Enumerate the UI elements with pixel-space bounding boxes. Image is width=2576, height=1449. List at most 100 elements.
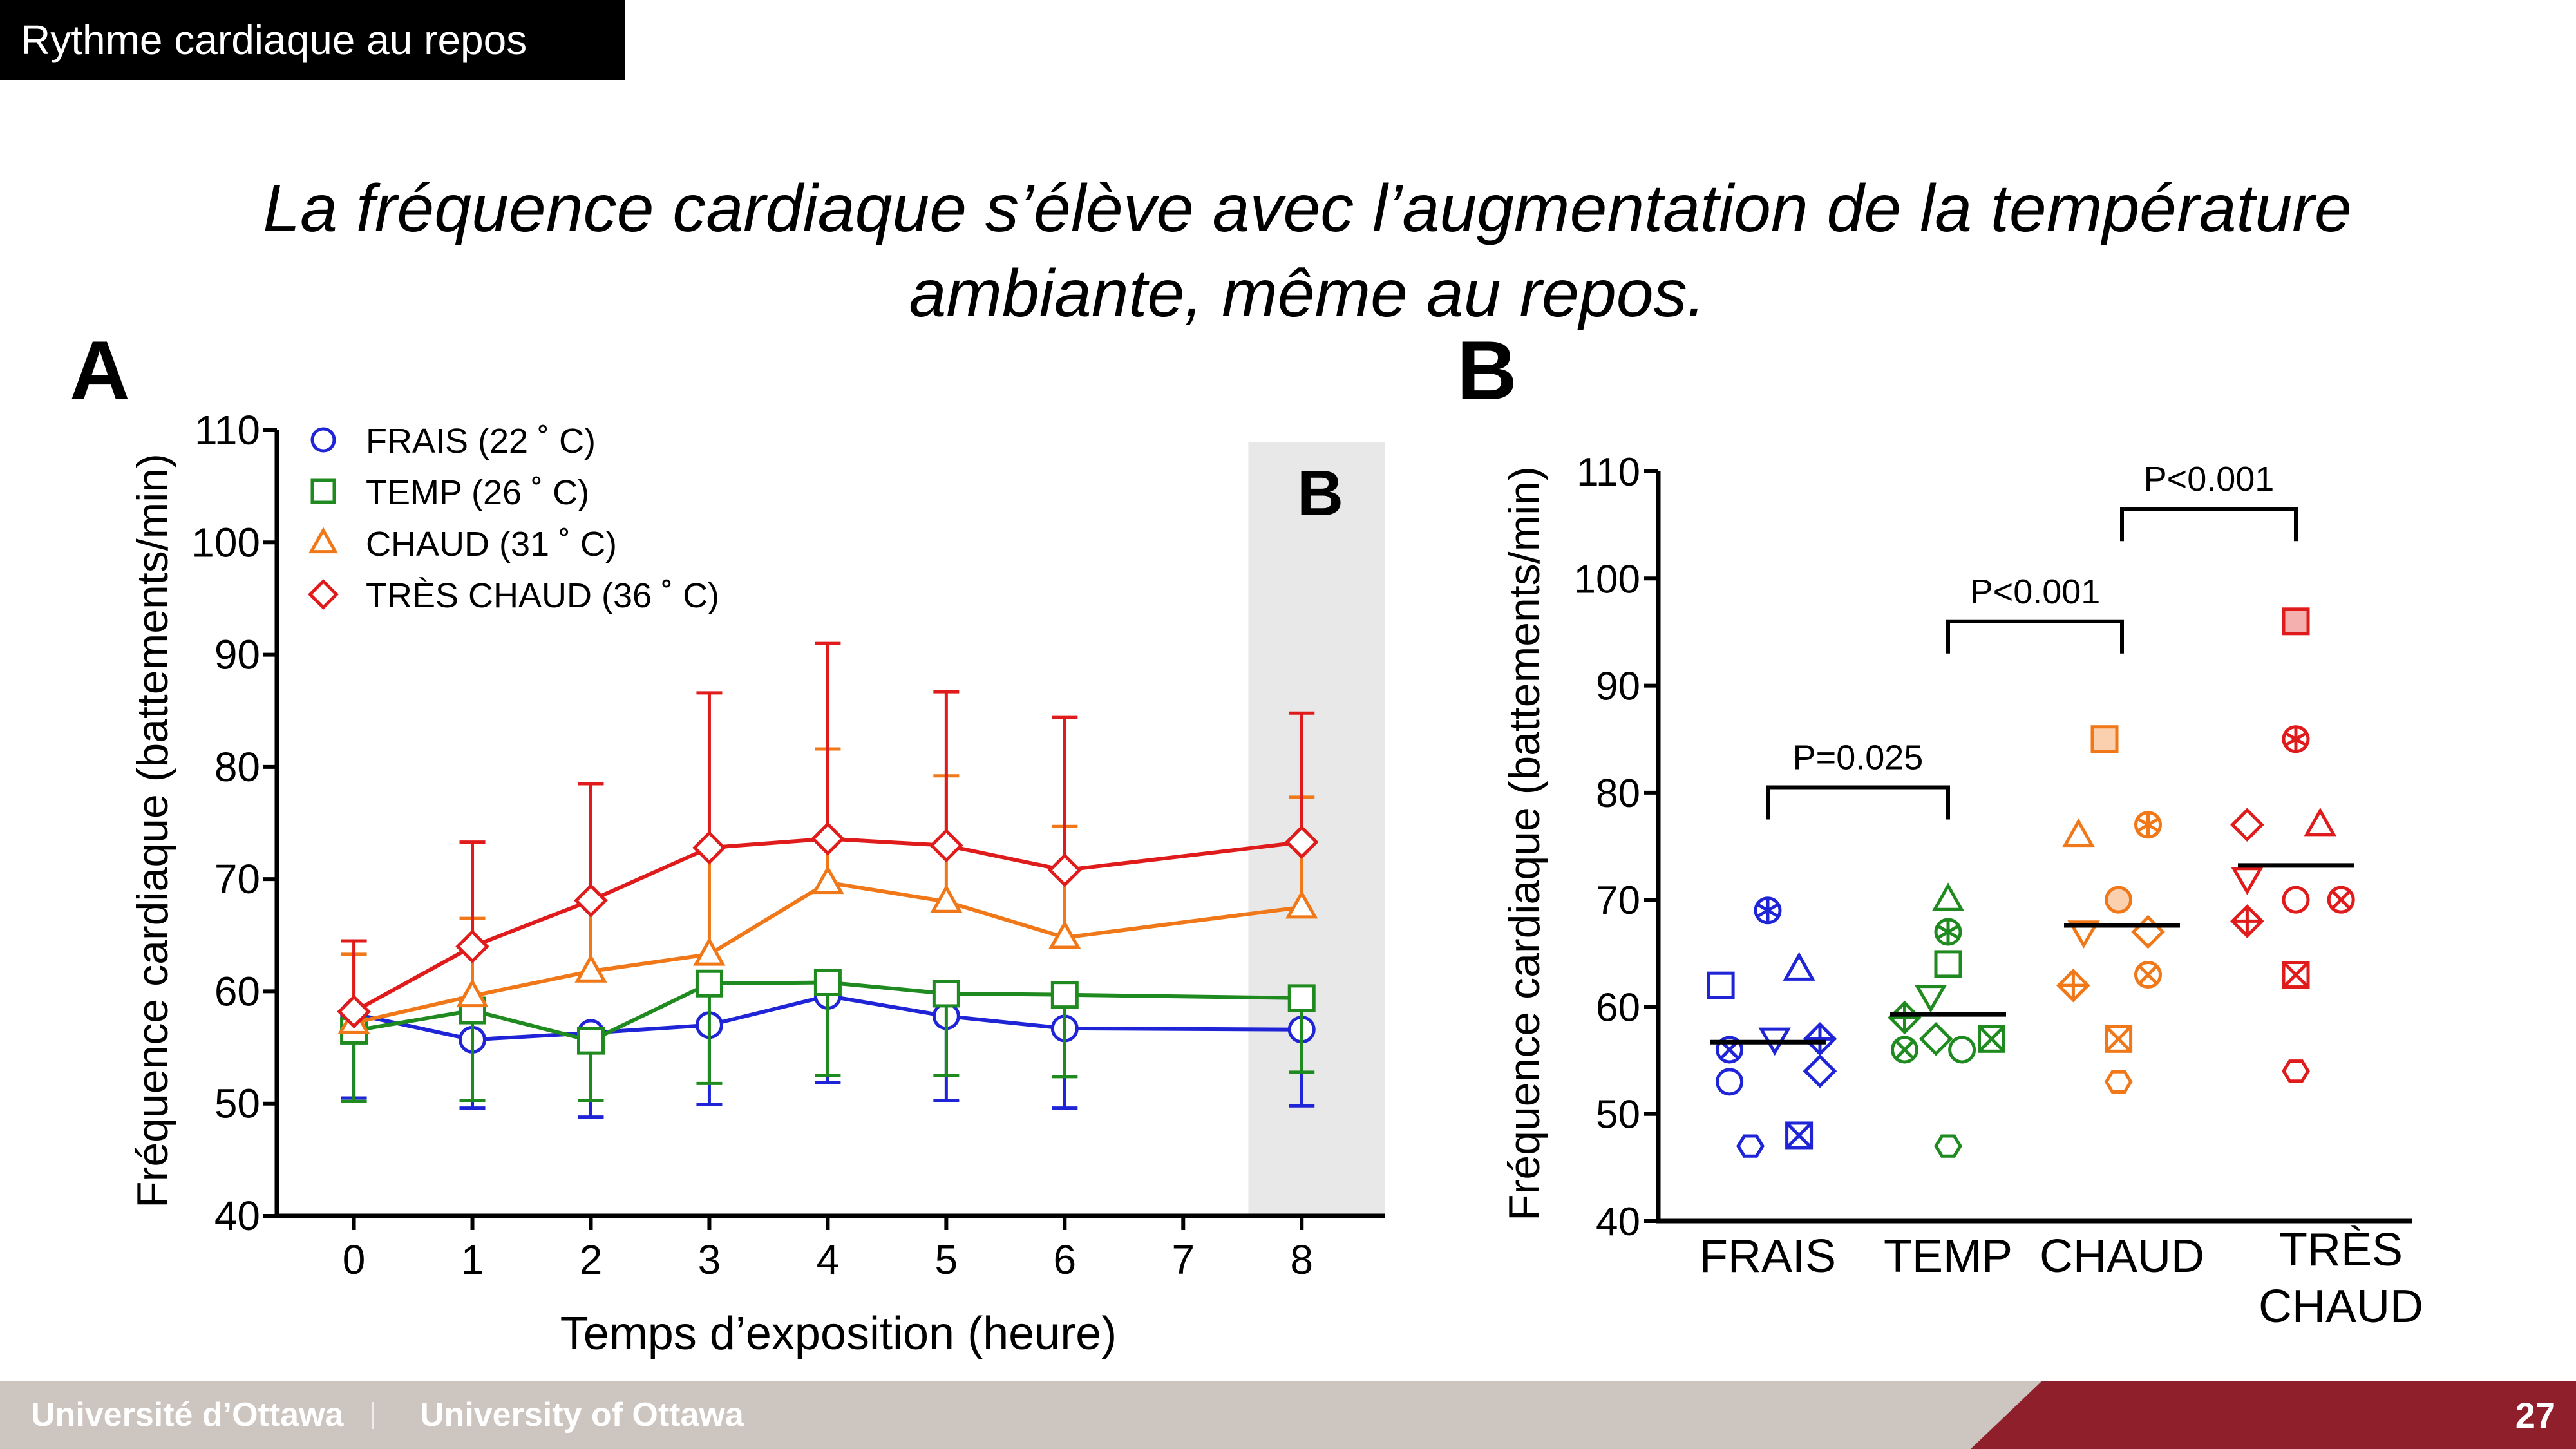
panel-b-category-label: TEMP <box>1884 1231 2012 1282</box>
data-point <box>1918 1021 1953 1056</box>
panel-a-x-tick-label: 2 <box>580 1236 603 1283</box>
data-point <box>576 1027 605 1055</box>
data-point <box>2067 920 2100 949</box>
panel-a-y-tick-label: 110 <box>194 407 260 453</box>
data-point <box>1736 1134 1765 1158</box>
panel-a-x-axis-label: Temps d’exposition (heure) <box>560 1308 1117 1359</box>
data-point <box>2105 1025 2133 1053</box>
legend-marker-temp <box>310 478 336 504</box>
data-point <box>2282 607 2310 636</box>
data-point <box>2230 808 2264 842</box>
panel-a-x-tick-label: 1 <box>461 1236 484 1283</box>
panel-a-line-chart: A B 40 50 60 70 80 90 100 110 0 1 2 3 4 5 6 7 8 FRAIS (2… <box>70 323 1385 1359</box>
panel-b-comparisons: P=0.025 P<0.001 P<0.001 <box>1766 460 2298 820</box>
panel-a-x-tick-label: 6 <box>1054 1236 1077 1283</box>
data-point <box>574 954 607 983</box>
panel-a-x-tick-label: 0 <box>343 1236 366 1283</box>
data-point <box>2131 914 2165 949</box>
comparison-bracket: P<0.001 <box>1946 573 2124 654</box>
data-point <box>813 968 842 996</box>
footer-divider <box>372 1402 374 1429</box>
panel-a-highlight-region <box>1248 442 1385 1216</box>
panel-a-x-tick-label: 4 <box>817 1236 840 1283</box>
footer-bar: Université d’Ottawa University of Ottawa… <box>0 1381 2576 1449</box>
data-point <box>1934 918 1962 946</box>
p-value-label: P=0.025 <box>1793 739 1924 777</box>
data-point <box>1050 981 1079 1009</box>
panel-a-x-tick-label: 5 <box>935 1236 958 1283</box>
data-point <box>692 830 726 865</box>
panel-b-y-tick-label: 70 <box>1596 878 1640 923</box>
legend-label-frais: FRAIS (22 ˚ C) <box>366 422 596 460</box>
panel-b-category-label: FRAIS <box>1700 1231 1836 1282</box>
panel-a-x-tick-label: 7 <box>1171 1236 1195 1283</box>
data-point <box>2062 818 2095 848</box>
data-point <box>2282 1059 2310 1083</box>
panel-a-y-tick-label: 40 <box>214 1193 260 1239</box>
data-point <box>1978 1025 2005 1053</box>
legend-label-chaud: CHAUD (31 ˚ C) <box>366 525 617 564</box>
data-point <box>930 884 963 913</box>
data-point <box>1284 825 1319 859</box>
footer-accent <box>1971 1381 2576 1449</box>
data-point <box>337 994 371 1029</box>
panel-b-scatter-chart: B 40 50 60 70 80 90 100 110 FRAIS TEMP CHAUD TRÈS CH… <box>1457 323 2423 1332</box>
data-point <box>1888 1000 1922 1035</box>
group-temp <box>1888 882 2006 1158</box>
footer-university-fr: Université d’Ottawa <box>31 1396 344 1434</box>
data-point <box>2282 725 2310 753</box>
data-point <box>1803 1054 1837 1088</box>
data-point <box>1783 952 1815 981</box>
legend-label-temp: TEMP (26 ˚ C) <box>366 473 589 512</box>
data-point <box>693 937 726 966</box>
data-point <box>2327 886 2355 914</box>
data-point <box>1891 1036 1918 1064</box>
data-point <box>1285 889 1318 919</box>
footer-university-en: University of Ottawa <box>420 1396 744 1434</box>
data-point <box>1716 1068 1744 1096</box>
panel-b-y-tick-label: 90 <box>1596 665 1640 709</box>
data-point <box>2282 961 2310 989</box>
data-point <box>2231 867 2264 895</box>
panel-b-category-label: TRÈS CHAUD <box>2259 1224 2423 1332</box>
panel-a-y-tick-label: 50 <box>214 1081 260 1127</box>
panel-a-y-tick-label: 100 <box>191 519 260 565</box>
data-point <box>1803 1021 1837 1056</box>
legend-marker-chaud <box>308 527 338 554</box>
data-point <box>1287 984 1316 1012</box>
group-chaud <box>2056 725 2180 1094</box>
data-point <box>2105 886 2133 914</box>
data-point <box>2104 1070 2133 1094</box>
data-point <box>2056 968 2090 1003</box>
panel-a-y-axis-label: Fréquence cardiaque (battements/min) <box>128 453 177 1208</box>
series-line <box>353 837 1302 1014</box>
legend-marker-frais <box>310 427 336 453</box>
panel-b-y-axis-label: Fréquence cardiaque (battements/min) <box>1500 466 1549 1221</box>
data-point <box>2304 807 2336 837</box>
data-point <box>1948 1036 1976 1064</box>
panel-a-x-tick-label: 3 <box>698 1236 721 1283</box>
panel-b-y-tick-label: 110 <box>1577 450 1640 495</box>
data-point <box>1048 920 1081 949</box>
panel-b-category-label: CHAUD <box>2040 1231 2204 1282</box>
slide-section-label: Rythme cardiaque au repos <box>0 0 625 80</box>
data-point <box>2230 904 2264 938</box>
data-point <box>1754 896 1782 925</box>
bracket-line <box>1766 785 1950 820</box>
data-point <box>2282 886 2310 914</box>
series-line <box>353 880 1302 1025</box>
data-point <box>1934 1134 1962 1158</box>
data-point <box>574 883 608 918</box>
panel-b-y-tick-label: 40 <box>1596 1200 1640 1244</box>
panel-a-x-tick-label: 8 <box>1290 1236 1313 1283</box>
data-point <box>811 822 845 856</box>
data-point <box>811 865 844 895</box>
panel-a-y-tick-label: 60 <box>214 968 260 1014</box>
legend-marker-tres_chaud <box>308 579 339 610</box>
data-point <box>2134 961 2162 989</box>
group-tres_chaud <box>2230 607 2355 1083</box>
data-point <box>1914 985 1947 1013</box>
panel-b-y-tick-label: 80 <box>1596 772 1640 816</box>
data-point <box>929 828 963 863</box>
legend-label-tres_chaud: TRÈS CHAUD (36 ˚ C) <box>366 576 719 615</box>
